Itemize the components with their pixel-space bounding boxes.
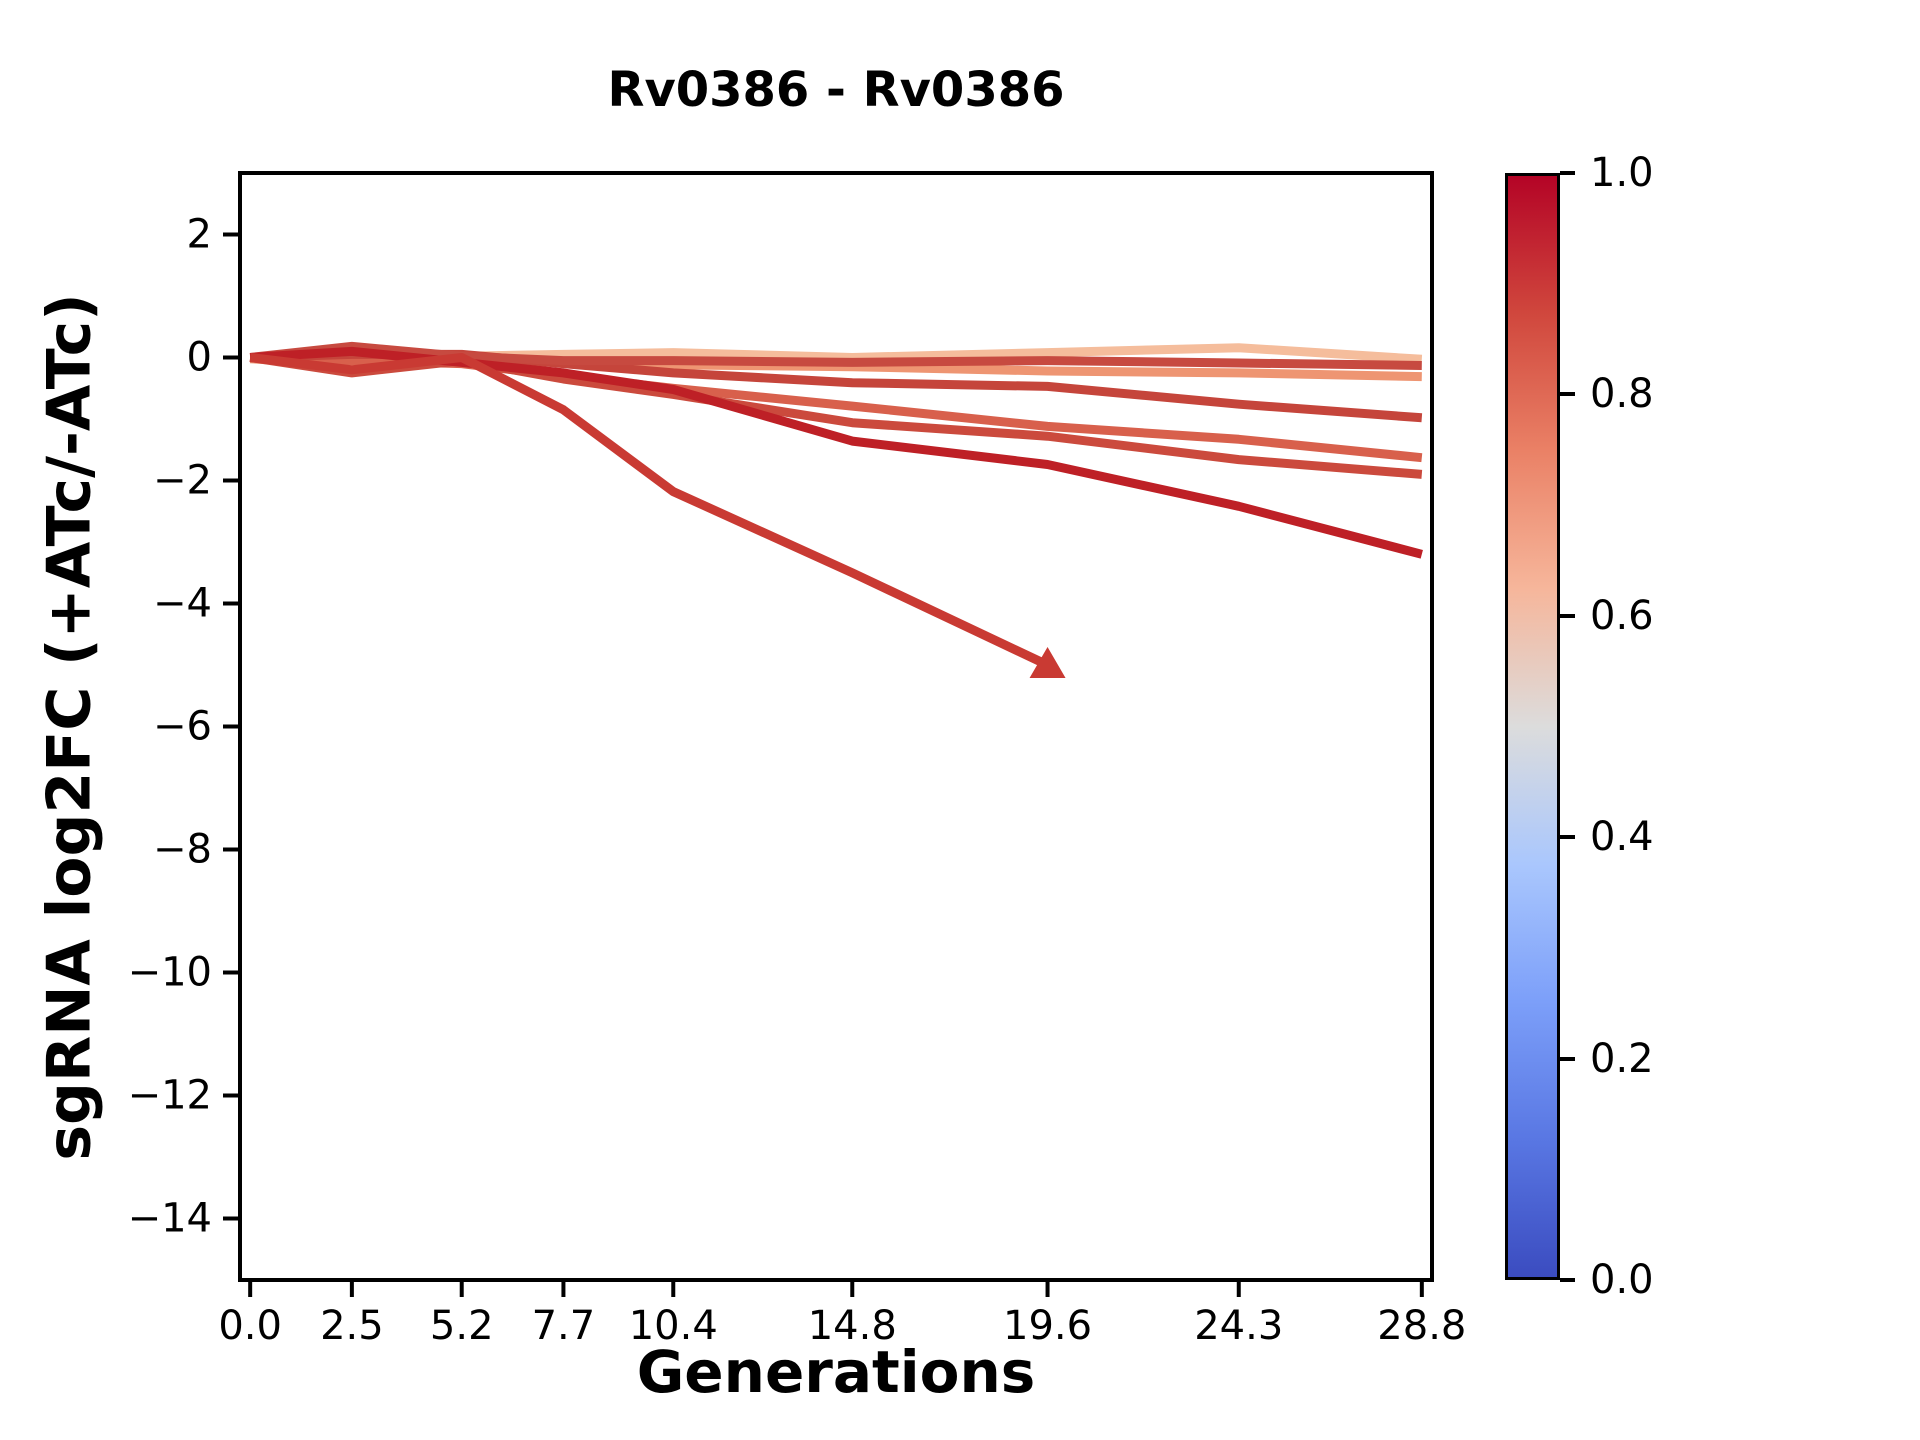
sgrna-line-7 [249, 346, 1423, 559]
x-tick-label: 10.4 [629, 1303, 718, 1349]
x-tick-label: 2.5 [320, 1303, 384, 1349]
x-tick-label: 0.0 [218, 1303, 282, 1349]
x-tick-label: 7.7 [532, 1303, 596, 1349]
triangle-up-marker [1029, 647, 1066, 678]
y-tick-label: −4 [153, 581, 212, 627]
colorbar-tick-label: 1.0 [1590, 150, 1654, 196]
y-tick-label: −12 [128, 1073, 212, 1119]
colorbar-tick-mark [1560, 1278, 1575, 1282]
colorbar-tick-label: 0.2 [1590, 1035, 1654, 1082]
colorbar-tick-label: 0.0 [1590, 1257, 1654, 1303]
x-tick-label: 14.8 [808, 1303, 897, 1349]
sgrna-line-8 [249, 353, 1050, 670]
chart-title: Rv0386 - Rv0386 [607, 62, 1065, 118]
y-tick-label: 0 [187, 335, 212, 381]
y-tick-label: −6 [153, 704, 212, 750]
colorbar-tick-mark [1560, 392, 1575, 397]
x-tick-label: 19.6 [1003, 1303, 1092, 1349]
colorbar-tick-mark [1560, 171, 1575, 175]
y-tick-label: −8 [153, 827, 212, 873]
colorbar-tick-mark [1560, 1056, 1575, 1061]
y-tick-label: −2 [153, 458, 212, 504]
colorbar-tick-label: 0.8 [1590, 371, 1654, 418]
x-axis-label: Generations [636, 1338, 1036, 1406]
y-tick-label: −14 [128, 1196, 212, 1242]
colorbar-tick-label: 0.4 [1590, 814, 1654, 861]
x-tick-label: 24.3 [1194, 1303, 1283, 1349]
colorbar-tick-label: 0.6 [1590, 592, 1654, 639]
sgrna-line-6 [249, 341, 1422, 370]
x-tick-label: 28.8 [1377, 1303, 1466, 1349]
colorbar-tick-mark [1560, 835, 1575, 840]
colorbar-tick-mark [1560, 613, 1575, 618]
y-tick-label: 2 [187, 212, 212, 258]
x-tick-label: 5.2 [430, 1303, 494, 1349]
colorbar-gradient [1505, 173, 1560, 1280]
y-tick-label: −10 [128, 950, 212, 996]
plot-box-spines [238, 171, 1434, 1282]
